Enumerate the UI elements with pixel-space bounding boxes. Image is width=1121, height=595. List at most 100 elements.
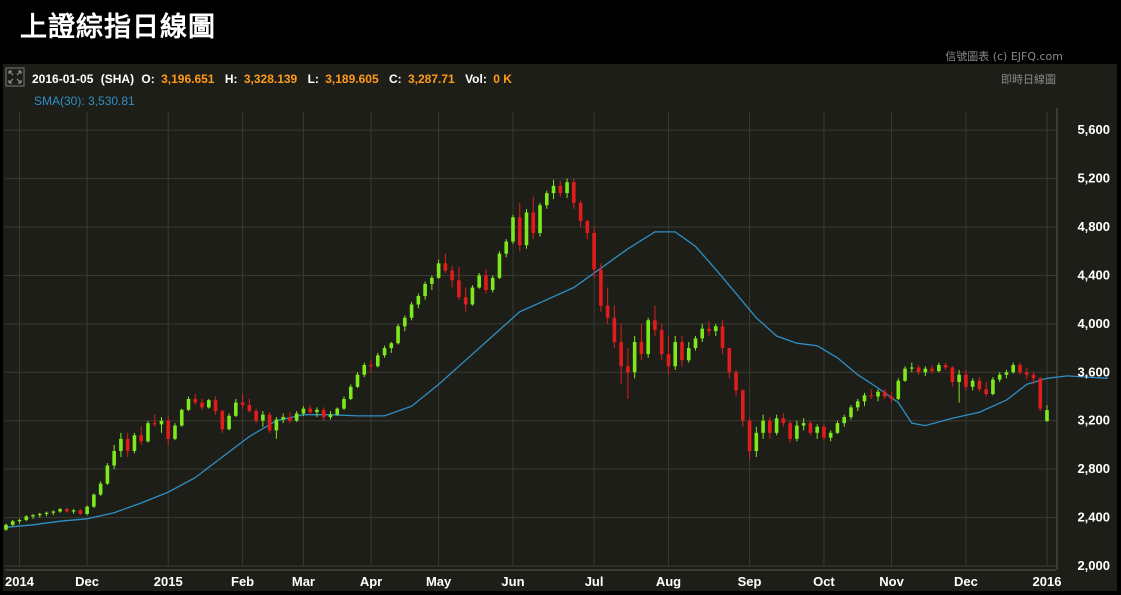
candle bbox=[247, 398, 252, 413]
candle-body bbox=[531, 212, 536, 234]
candle-body bbox=[206, 400, 211, 408]
candle bbox=[65, 507, 69, 513]
candle-body bbox=[700, 328, 705, 339]
candle bbox=[943, 362, 948, 370]
candle bbox=[896, 378, 901, 401]
ohlc-o-label: O: bbox=[141, 72, 154, 86]
candle bbox=[517, 202, 522, 252]
candle-body bbox=[112, 450, 116, 466]
candle bbox=[179, 408, 184, 427]
x-tick-label: Mar bbox=[292, 574, 315, 589]
candle bbox=[720, 320, 725, 355]
candle bbox=[842, 414, 847, 427]
candle bbox=[754, 426, 759, 458]
candle bbox=[10, 519, 15, 527]
candle-body bbox=[4, 524, 8, 530]
ohlc-h-value: 3,328.139 bbox=[244, 72, 298, 86]
candle-body bbox=[517, 217, 522, 246]
x-tick-label: Aug bbox=[656, 574, 681, 589]
candle bbox=[443, 253, 448, 274]
candle bbox=[166, 415, 171, 445]
print-label: 即時日線圖 bbox=[1001, 72, 1056, 86]
candle bbox=[348, 384, 353, 401]
x-tick-label: Oct bbox=[813, 574, 835, 589]
candle-body bbox=[85, 506, 89, 514]
candle-body bbox=[416, 296, 421, 305]
x-tick-label: Apr bbox=[360, 574, 382, 589]
candle bbox=[626, 348, 630, 399]
candle bbox=[686, 342, 691, 363]
expand-icon[interactable] bbox=[5, 67, 25, 87]
candle-body bbox=[146, 423, 150, 442]
candle bbox=[538, 202, 542, 237]
candle-body bbox=[308, 408, 312, 413]
candle bbox=[822, 424, 826, 441]
x-tick-label: Dec bbox=[954, 574, 978, 589]
candle bbox=[342, 396, 346, 410]
candle bbox=[855, 398, 860, 412]
candle-body bbox=[179, 409, 184, 426]
candle bbox=[937, 362, 941, 373]
candle bbox=[146, 420, 150, 443]
candle-body bbox=[747, 420, 752, 451]
candle bbox=[267, 412, 272, 433]
candle-body bbox=[774, 418, 779, 433]
candle bbox=[970, 378, 975, 391]
candle-body bbox=[132, 435, 137, 451]
candle-body bbox=[632, 342, 637, 373]
candle-layer bbox=[4, 178, 1049, 531]
candle-body bbox=[788, 423, 792, 439]
sma-line bbox=[5, 231, 1108, 528]
candle-body bbox=[389, 343, 394, 349]
candle bbox=[544, 190, 549, 209]
credit-text: 信號圖表 (c) EJFQ.com bbox=[945, 50, 1063, 63]
candle bbox=[835, 420, 840, 435]
candle-body bbox=[815, 426, 819, 433]
candle-body bbox=[396, 326, 400, 344]
candle bbox=[1018, 362, 1022, 375]
candle bbox=[984, 381, 988, 397]
candle-body bbox=[639, 342, 644, 355]
candle-body bbox=[78, 510, 83, 514]
candle-body bbox=[443, 263, 448, 271]
candle bbox=[112, 444, 116, 470]
candle bbox=[403, 315, 407, 332]
candle bbox=[592, 227, 596, 278]
y-tick-label: 5,600 bbox=[1077, 122, 1110, 137]
candle-body bbox=[720, 326, 725, 349]
candle-body bbox=[497, 253, 502, 278]
candle-body bbox=[896, 380, 901, 399]
candle-body bbox=[734, 372, 738, 391]
candle-body bbox=[707, 328, 711, 332]
candle bbox=[511, 214, 515, 244]
candle-body bbox=[470, 287, 475, 305]
candle-body bbox=[152, 423, 157, 425]
candle-body bbox=[44, 512, 49, 514]
candle bbox=[1038, 377, 1043, 412]
candle bbox=[389, 342, 394, 353]
candle bbox=[369, 360, 373, 373]
candle bbox=[382, 345, 387, 358]
candle-body bbox=[288, 417, 292, 421]
candle-body bbox=[328, 414, 333, 418]
candle bbox=[882, 389, 887, 399]
x-tick-label: Dec bbox=[75, 574, 99, 589]
candle bbox=[1045, 405, 1049, 422]
title-bar: 上證綜指日線圖 bbox=[0, 0, 1121, 44]
sma-layer bbox=[5, 231, 1108, 528]
candle bbox=[355, 372, 360, 389]
y-tick-label: 2,400 bbox=[1077, 510, 1110, 525]
candle-body bbox=[849, 407, 853, 418]
candle-body bbox=[889, 396, 894, 399]
candle bbox=[862, 392, 867, 407]
candle bbox=[599, 263, 603, 312]
candle bbox=[808, 420, 813, 436]
candle-body bbox=[612, 317, 617, 343]
candle bbox=[85, 505, 89, 516]
candle-body bbox=[92, 494, 96, 507]
candle bbox=[294, 411, 299, 422]
candle-body bbox=[24, 516, 29, 520]
candle-body bbox=[1038, 378, 1043, 409]
candle bbox=[713, 323, 718, 336]
candle bbox=[301, 406, 306, 416]
